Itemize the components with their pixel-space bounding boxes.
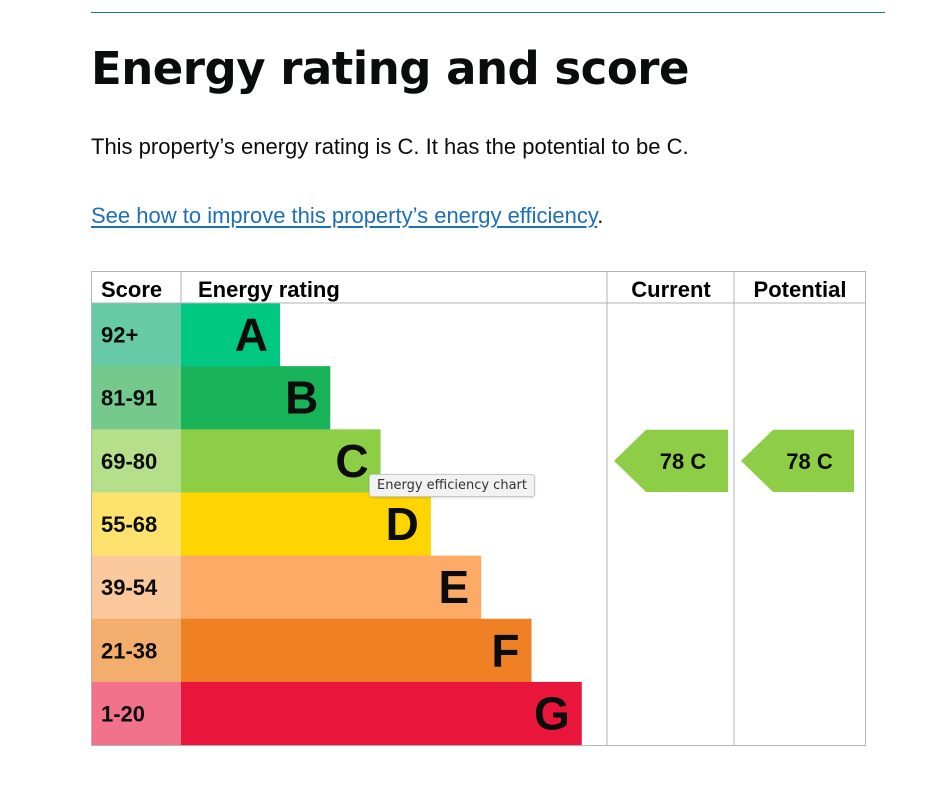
section-divider — [91, 12, 885, 13]
score-cell-b — [91, 366, 181, 430]
rating-bar-c — [181, 429, 381, 493]
score-cell-c — [91, 429, 181, 493]
score-cell-g — [91, 681, 181, 746]
rating-bar-g — [181, 681, 582, 746]
rating-letter-a: A — [235, 309, 268, 361]
rating-bar-a — [181, 303, 280, 367]
score-cell-f — [91, 618, 181, 683]
rating-bar-b — [181, 366, 331, 430]
header-energy-rating: Energy rating — [198, 277, 340, 302]
header-score: Score — [101, 277, 162, 302]
improve-link-suffix: . — [597, 203, 604, 228]
score-cell-a — [91, 303, 181, 367]
rating-bar-e — [181, 555, 482, 620]
rating-bar-f — [181, 618, 532, 683]
header-current: Current — [631, 277, 711, 302]
rating-letter-g: G — [534, 687, 570, 739]
rating-letter-b: B — [285, 372, 318, 424]
score-range-f: 21-38 — [101, 638, 157, 663]
improve-paragraph: See how to improve this property’s energ… — [91, 203, 603, 229]
header-potential: Potential — [754, 277, 847, 302]
score-range-e: 39-54 — [101, 575, 158, 600]
rating-letter-d: D — [386, 498, 419, 550]
rating-letter-e: E — [439, 561, 470, 613]
chart-tooltip: Energy efficiency chart — [369, 474, 535, 497]
page-title: Energy rating and score — [91, 42, 689, 95]
current-rating-label: 78 C — [660, 449, 707, 474]
rating-bar-d — [181, 492, 431, 557]
rating-letter-f: F — [491, 624, 519, 676]
score-range-d: 55-68 — [101, 512, 157, 537]
rating-summary: This property’s energy rating is C. It h… — [91, 134, 689, 159]
potential-rating-label: 78 C — [786, 449, 833, 474]
score-range-c: 69-80 — [101, 449, 157, 474]
chart-border — [91, 271, 866, 747]
potential-rating-arrow — [741, 429, 854, 492]
score-cell-e — [91, 555, 181, 620]
current-rating-arrow — [614, 429, 728, 492]
score-range-g: 1-20 — [101, 701, 145, 726]
score-range-b: 81-91 — [101, 386, 157, 411]
rating-letter-c: C — [335, 435, 368, 487]
improve-efficiency-link[interactable]: See how to improve this property’s energ… — [91, 203, 598, 228]
score-range-a: 92+ — [101, 323, 138, 348]
score-cell-d — [91, 492, 181, 557]
